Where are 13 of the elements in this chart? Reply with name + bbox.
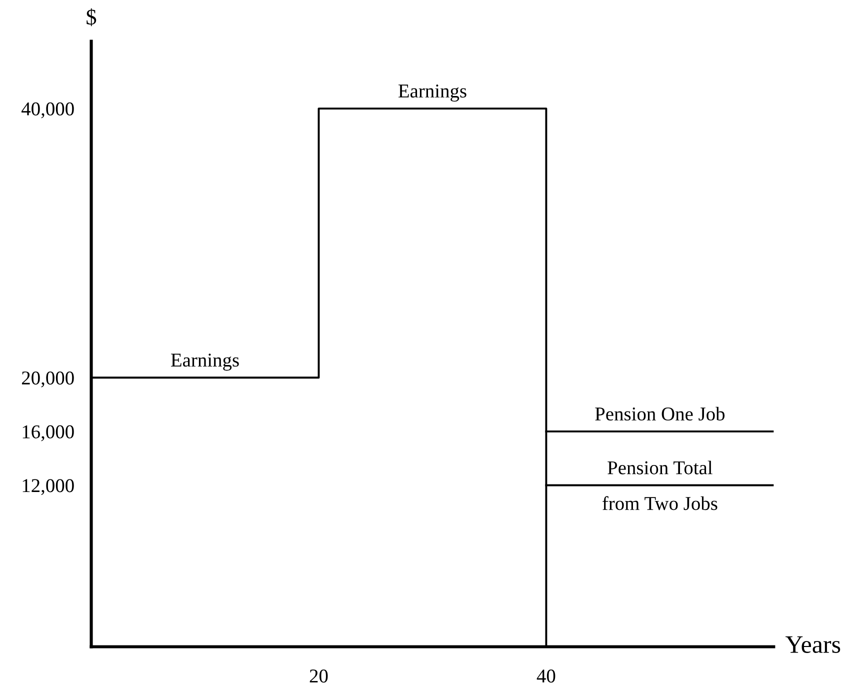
x-axis-title: Years	[786, 636, 840, 653]
y-tick-label: 20,000	[22, 371, 74, 388]
annotation: from Two Jobs	[602, 496, 718, 510]
y-axis-title: $	[86, 8, 96, 26]
y-tick-label: 12,000	[22, 479, 74, 496]
annotation: Pension One Job	[595, 406, 725, 421]
y-tick-label: 40,000	[22, 102, 74, 118]
annotation: Earnings	[171, 354, 239, 371]
y-tick-label: 16,000	[22, 425, 74, 442]
x-tick-label: 20	[310, 670, 328, 683]
x-tick-label: 40	[536, 670, 556, 683]
annotation: Pension Total	[608, 460, 712, 474]
annotation: Earnings	[398, 84, 466, 102]
